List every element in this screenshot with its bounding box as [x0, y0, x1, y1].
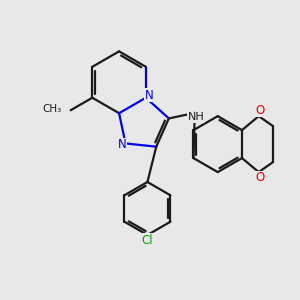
- Text: N: N: [118, 138, 126, 152]
- Text: N: N: [145, 89, 154, 102]
- Text: O: O: [256, 172, 265, 184]
- Text: NH: NH: [188, 112, 205, 122]
- Text: Cl: Cl: [142, 234, 153, 247]
- Text: CH₃: CH₃: [43, 104, 62, 114]
- Text: O: O: [256, 104, 265, 117]
